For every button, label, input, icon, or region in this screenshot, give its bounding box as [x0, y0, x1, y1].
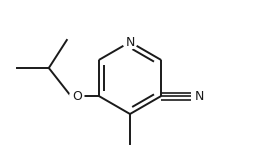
Text: O: O: [72, 89, 82, 102]
Circle shape: [123, 35, 137, 49]
Circle shape: [192, 89, 206, 103]
Circle shape: [70, 89, 84, 103]
Text: N: N: [195, 89, 204, 102]
Text: N: N: [125, 35, 135, 48]
